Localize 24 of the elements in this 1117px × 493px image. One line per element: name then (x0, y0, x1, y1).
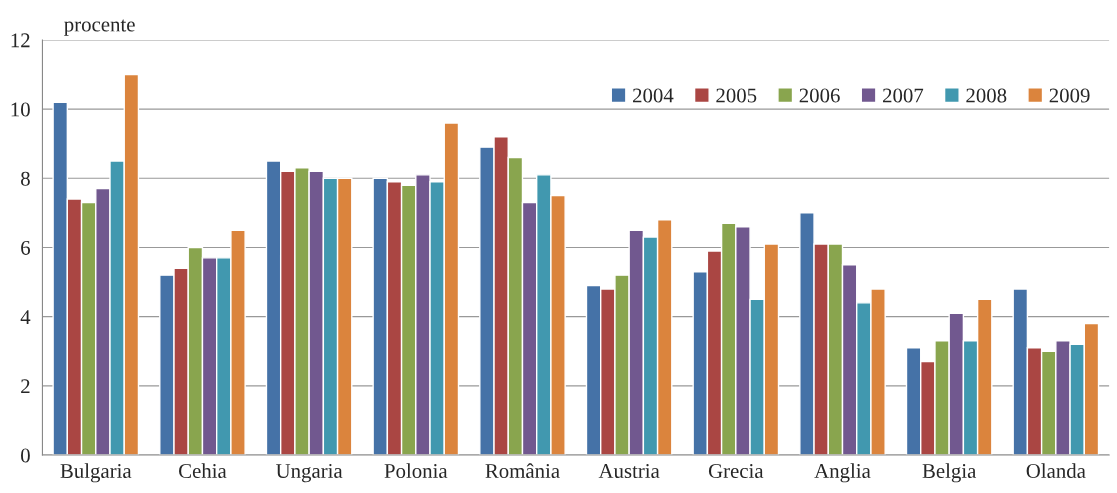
x-tick-label: Olanda (1026, 463, 1086, 479)
y-tick-label: 8 (21, 171, 30, 186)
y-tick-label: 10 (11, 102, 30, 117)
legend-label: 2006 (799, 88, 840, 103)
x-tick-label: Grecia (708, 464, 764, 479)
legend-label: 2005 (716, 88, 757, 103)
y-axis-title: procente (64, 19, 135, 36)
y-tick-label: 4 (20, 310, 31, 324)
x-tick-label: Bulgaria (60, 463, 132, 483)
x-tick-label: Ungaria (276, 463, 343, 483)
x-tick-label: România (485, 463, 560, 479)
legend-label: 2009 (1049, 88, 1090, 103)
y-tick-label: 12 (11, 33, 30, 48)
y-tick-label: 6 (21, 240, 31, 255)
x-tick-label: Austria (598, 464, 660, 479)
x-tick-label: Cehia (179, 463, 227, 479)
y-tick-label: 0 (21, 448, 30, 463)
legend-label: 2007 (883, 88, 924, 103)
legend-label: 2004 (633, 88, 674, 103)
x-tick-label: Polonia (384, 463, 448, 479)
y-tick-label: 2 (21, 379, 30, 394)
x-tick-label: Anglia (814, 463, 871, 483)
legend-label: 2008 (966, 88, 1007, 103)
x-tick-label: Belgia (922, 463, 977, 483)
